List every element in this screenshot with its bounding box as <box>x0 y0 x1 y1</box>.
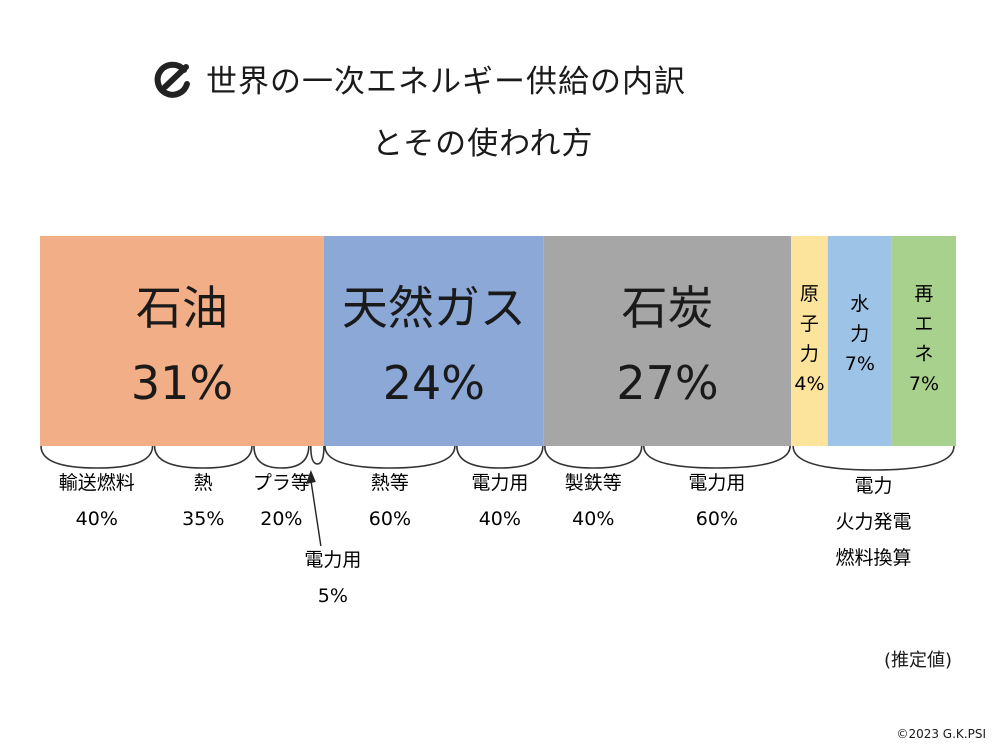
use-brace-1-0 <box>324 445 456 469</box>
group-brace <box>792 445 955 471</box>
segment-value-2: 27% <box>616 356 718 410</box>
segment-value-4: 7% <box>845 353 875 375</box>
chart-title-line1: 世界の一次エネルギー供給の内訳 <box>206 64 686 100</box>
use-label-2-0: 製鉄等 <box>565 472 622 494</box>
segment-label-char-5-0: 再 <box>914 283 933 305</box>
use-value-2-1: 60% <box>696 508 738 530</box>
use-label-1-0: 熱等 <box>371 472 409 494</box>
bar-segment-0 <box>40 236 324 446</box>
estimate-note: (推定値) <box>884 650 953 671</box>
bar-segment-2 <box>543 236 792 446</box>
use-value-2-0: 40% <box>572 508 614 530</box>
segment-label-0: 石油 <box>136 281 228 335</box>
use-brace-0-3 <box>309 445 325 465</box>
use-value-0-0: 40% <box>76 508 118 530</box>
use-label-0-3: 電力用 <box>304 549 361 571</box>
segment-label-2: 石炭 <box>621 281 713 335</box>
use-label-1-1: 電力用 <box>471 472 528 494</box>
use-brace-0-1 <box>153 445 253 469</box>
use-brace-0-2 <box>253 445 310 469</box>
use-brace-1-1 <box>456 445 544 469</box>
use-value-0-1: 35% <box>182 508 224 530</box>
callout-arrow-line <box>310 479 322 547</box>
use-label-0-1: 熱 <box>194 472 213 494</box>
use-brace-2-0 <box>544 445 643 469</box>
bar-segment-4 <box>827 236 892 446</box>
use-value-0-3: 5% <box>318 585 348 607</box>
segment-value-0: 31% <box>131 356 233 410</box>
use-brace-2-1 <box>642 445 791 469</box>
bar-segment-1 <box>323 236 544 446</box>
group-label-line-0: 電力 <box>855 475 893 497</box>
segment-value-1: 24% <box>383 356 485 410</box>
segment-label-1: 天然ガス <box>342 281 526 335</box>
callout-arrow-head <box>305 470 316 484</box>
use-value-1-0: 60% <box>369 508 411 530</box>
segment-label-char-5-1: エ <box>914 313 933 335</box>
use-value-0-2: 20% <box>260 508 302 530</box>
segment-label-char-3-2: 力 <box>800 343 819 365</box>
use-label-0-0: 輸送燃料 <box>59 472 135 494</box>
gkpsi-logo-icon <box>154 61 190 98</box>
bar-segment-3 <box>791 236 828 446</box>
segment-value-5: 7% <box>909 373 939 395</box>
segment-label-char-4-1: 力 <box>850 323 869 345</box>
copyright-credit: ©2023 G.K.PSI <box>896 727 986 741</box>
use-value-1-1: 40% <box>479 508 521 530</box>
use-label-0-2: プラ等 <box>253 472 310 494</box>
chart-title-line2: とその使われ方 <box>372 126 594 162</box>
segment-label-char-4-0: 水 <box>850 293 869 315</box>
segment-label-char-3-0: 原 <box>800 283 819 305</box>
segment-value-3: 4% <box>794 373 824 395</box>
group-label-line-2: 燃料換算 <box>836 547 912 569</box>
group-label-line-1: 火力発電 <box>836 511 912 533</box>
segment-label-char-3-1: 子 <box>800 313 819 335</box>
use-brace-0-0 <box>40 445 154 469</box>
segment-label-char-5-2: ネ <box>914 343 933 365</box>
use-label-2-1: 電力用 <box>688 472 745 494</box>
bar-segment-5 <box>891 236 956 446</box>
